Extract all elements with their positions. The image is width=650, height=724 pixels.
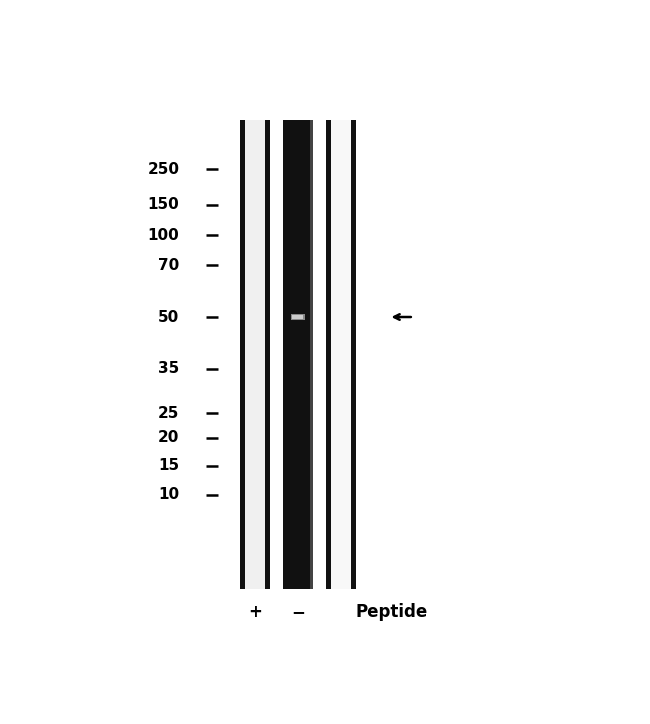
Text: 25: 25 [158,405,179,421]
Bar [265,120,270,589]
Text: 100: 100 [148,227,179,243]
Bar [291,313,305,320]
Text: −: − [291,603,305,621]
Text: 35: 35 [158,361,179,376]
Bar [351,120,356,589]
Text: 250: 250 [148,162,179,177]
Bar [245,120,265,589]
Text: 50: 50 [158,309,179,324]
Text: 150: 150 [148,197,179,212]
Bar [292,315,304,319]
Bar [326,120,331,589]
Text: 70: 70 [158,258,179,273]
Bar [240,120,245,589]
Text: 15: 15 [159,458,179,473]
Bar [331,120,351,589]
Text: 20: 20 [158,430,179,445]
Text: 10: 10 [159,487,179,502]
Bar [283,120,313,589]
Bar [230,120,378,589]
Text: +: + [248,603,262,621]
Text: Peptide: Peptide [356,603,428,621]
Bar [311,120,313,589]
